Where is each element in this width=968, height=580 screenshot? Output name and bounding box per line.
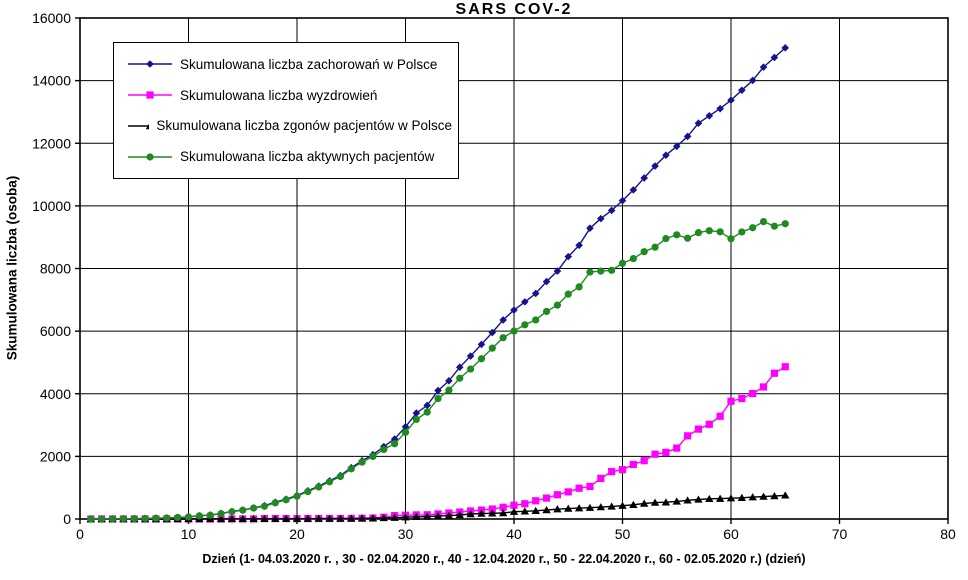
y-tick-label: 6000	[40, 323, 71, 339]
legend-label: Skumulowana liczba wyzdrowień	[180, 87, 378, 103]
legend-triangle-icon	[128, 122, 150, 130]
legend-label: Skumulowana liczba zachorowań w Polsce	[180, 56, 438, 72]
legend-label: Skumulowana liczba zgonów pacjentów w Po…	[156, 118, 452, 134]
x-tick-label: 0	[76, 526, 84, 542]
x-tick-label: 20	[289, 526, 305, 542]
x-axis-title: Dzień (1- 04.03.2020 r. , 30 - 02.04.202…	[202, 552, 806, 566]
legend-item: Skumulowana liczba wyzdrowień	[127, 88, 452, 103]
y-tick-label: 8000	[40, 261, 71, 277]
y-tick-label: 10000	[32, 198, 71, 214]
x-tick-label: 50	[615, 526, 631, 542]
legend-item: Skumulowana liczba aktywnych pacjentów	[127, 149, 452, 164]
legend-label: Skumulowana liczba aktywnych pacjentów	[180, 149, 435, 165]
legend-item: Skumulowana liczba zgonów pacjentów w Po…	[127, 118, 452, 133]
legend-diamond-icon	[128, 60, 172, 69]
x-tick-label: 30	[398, 526, 414, 542]
y-tick-label: 16000	[32, 10, 71, 26]
legend-square-icon	[128, 91, 172, 99]
x-tick-label: 60	[723, 526, 739, 542]
series-3	[87, 217, 789, 523]
y-axis-ticks: 0 2000 4000 6000 8000 10000 12000 14000 16000	[32, 10, 80, 527]
y-tick-label: 0	[63, 511, 71, 527]
y-tick-label: 2000	[40, 448, 71, 464]
x-tick-label: 10	[181, 526, 197, 542]
legend-circle-icon	[128, 153, 172, 161]
x-tick-label: 70	[832, 526, 848, 542]
x-tick-label: 80	[940, 526, 956, 542]
legend: Skumulowana liczba zachorowań w Polsce Sk…	[113, 42, 459, 179]
y-tick-label: 4000	[40, 386, 71, 402]
y-axis-title: Skumulowana liczba (osoba)	[4, 175, 20, 361]
chart-title: SARS COV-2	[455, 1, 573, 18]
x-axis-ticks: 0 10 20 30 40 50 60 70 80	[76, 519, 956, 542]
x-tick-label: 40	[506, 526, 522, 542]
y-tick-label: 14000	[32, 73, 71, 89]
legend-item: Skumulowana liczba zachorowań w Polsce	[127, 57, 452, 72]
y-tick-label: 12000	[32, 135, 71, 151]
